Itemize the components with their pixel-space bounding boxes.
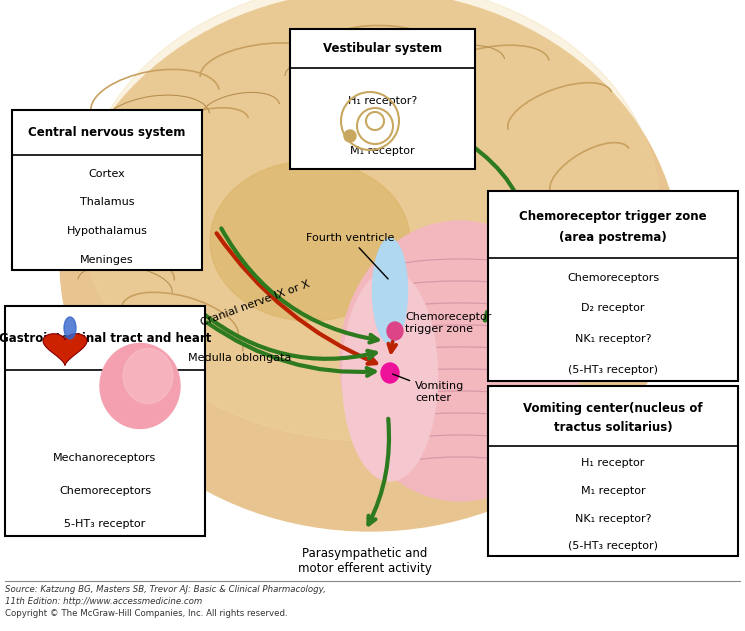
Text: D₂ receptor: D₂ receptor (581, 304, 644, 314)
Text: (area postrema): (area postrema) (559, 231, 667, 244)
Text: Chemoreceptor trigger zone: Chemoreceptor trigger zone (519, 209, 707, 223)
Text: (5-HT₃ receptor): (5-HT₃ receptor) (568, 365, 658, 375)
Text: Meninges: Meninges (80, 255, 134, 265)
Bar (488, 386, 738, 556)
FancyArrowPatch shape (369, 419, 389, 524)
Ellipse shape (210, 161, 410, 321)
FancyArrowPatch shape (202, 313, 375, 359)
Ellipse shape (387, 322, 403, 340)
FancyArrowPatch shape (221, 228, 378, 343)
Text: 5-HT₃ receptor: 5-HT₃ receptor (64, 519, 145, 529)
Text: Cortex: Cortex (89, 168, 125, 179)
Text: Chemoreceptor
trigger zone: Chemoreceptor trigger zone (405, 312, 492, 334)
Bar (290, 29, 475, 169)
Ellipse shape (372, 239, 408, 343)
Ellipse shape (100, 343, 180, 428)
Text: Mechanoreceptors: Mechanoreceptors (54, 453, 156, 463)
Text: Hypothalamus: Hypothalamus (66, 226, 148, 236)
Text: (5-HT₃ receptor): (5-HT₃ receptor) (568, 541, 658, 551)
Text: Parasympathetic and
motor efferent activity: Parasympathetic and motor efferent activ… (298, 547, 432, 575)
Text: 11th Edition: http://www.accessmedicine.com: 11th Edition: http://www.accessmedicine.… (5, 596, 202, 606)
Ellipse shape (343, 271, 437, 481)
Text: M₁ receptor: M₁ receptor (350, 146, 415, 156)
Text: Fourth ventricle: Fourth ventricle (305, 233, 394, 279)
Bar (12, 110, 202, 270)
Ellipse shape (381, 363, 399, 383)
Text: NK₁ receptor?: NK₁ receptor? (574, 334, 651, 345)
Ellipse shape (60, 0, 680, 531)
Polygon shape (43, 334, 87, 365)
Text: Thalamus: Thalamus (80, 198, 134, 208)
Text: Vestibular system: Vestibular system (323, 42, 442, 55)
Bar (488, 191, 738, 381)
FancyArrowPatch shape (452, 133, 525, 321)
Text: H₁ receptor?: H₁ receptor? (348, 96, 417, 106)
Text: Central nervous system: Central nervous system (28, 126, 186, 139)
Text: Vomiting center(nucleus of: Vomiting center(nucleus of (523, 402, 703, 415)
Text: Chemoreceptors: Chemoreceptors (567, 273, 659, 283)
Ellipse shape (344, 130, 356, 142)
Text: NK₁ receptor?: NK₁ receptor? (574, 514, 651, 524)
Ellipse shape (64, 317, 76, 339)
Text: tractus solitarius): tractus solitarius) (554, 421, 672, 434)
Text: Copyright © The McGraw-Hill Companies, Inc. All rights reserved.: Copyright © The McGraw-Hill Companies, I… (5, 608, 288, 618)
Bar (5, 306, 205, 536)
FancyArrowPatch shape (207, 322, 375, 376)
Ellipse shape (80, 0, 660, 441)
Text: Gastrointestinal tract and heart: Gastrointestinal tract and heart (0, 332, 211, 345)
FancyArrowPatch shape (217, 233, 376, 364)
Ellipse shape (340, 221, 580, 501)
Text: Medulla oblongata: Medulla oblongata (188, 353, 292, 363)
Text: Chemoreceptors: Chemoreceptors (59, 487, 151, 497)
Text: M₁ receptor: M₁ receptor (580, 486, 645, 496)
Text: H₁ receptor: H₁ receptor (581, 459, 644, 468)
FancyArrowPatch shape (388, 342, 396, 352)
Ellipse shape (123, 348, 173, 403)
Text: Cranial nerve IX or X: Cranial nerve IX or X (199, 279, 311, 328)
Text: Source: Katzung BG, Masters SB, Trevor AJ: Basic & Clinical Pharmacology,: Source: Katzung BG, Masters SB, Trevor A… (5, 584, 326, 594)
Text: Vomiting
center: Vomiting center (393, 374, 464, 403)
